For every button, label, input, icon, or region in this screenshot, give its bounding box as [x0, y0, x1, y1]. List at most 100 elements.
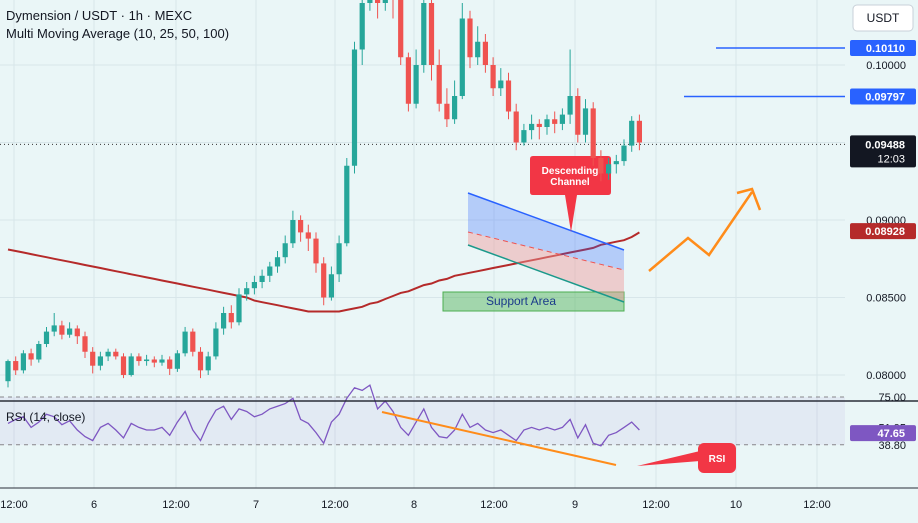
candle-body: [213, 328, 219, 357]
candle-body: [359, 3, 365, 50]
candle-body: [613, 161, 619, 165]
candle-body: [167, 359, 173, 369]
candle-body: [298, 220, 304, 233]
time-tick-label: 12:00: [162, 499, 190, 511]
candle-body: [505, 80, 512, 112]
rsi-current-tag: 47.65: [877, 428, 905, 440]
support-area-label: Support Area: [486, 294, 556, 308]
candle-body: [51, 325, 57, 332]
candle-body: [43, 331, 50, 344]
candle-body: [74, 328, 80, 337]
candle-body: [59, 325, 65, 335]
candle-body: [498, 80, 504, 89]
candle-body: [559, 114, 565, 124]
time-tick-label: 8: [411, 499, 417, 511]
candle-body: [490, 65, 496, 89]
candle-body: [182, 331, 188, 354]
time-tick-label: 9: [572, 499, 578, 511]
candle-body: [221, 313, 227, 329]
grid: [0, 0, 845, 488]
candle-body: [313, 238, 319, 264]
candle-body: [267, 266, 273, 276]
candle-body: [367, 0, 373, 3]
target-price-tag-bg: [850, 39, 916, 56]
time-tick-label: 12:00: [642, 499, 670, 511]
candle-body: [521, 130, 527, 143]
candle-body: [174, 353, 180, 369]
ma-line: [7, 231, 640, 313]
candle-body: [629, 120, 635, 146]
candle-body: [274, 257, 281, 267]
rsi-current-tag-bg: [850, 425, 916, 442]
candle-body: [228, 313, 234, 323]
rsi-layer: RSI: [0, 384, 845, 473]
candle-body: [159, 359, 165, 363]
candle-body: [321, 263, 327, 298]
candle-body: [190, 331, 196, 352]
time-tick-label: 12:00: [321, 499, 349, 511]
target-price-tag: 0.10110: [866, 43, 905, 55]
rsi-callout-label: RSI: [709, 454, 726, 465]
candle-body: [28, 353, 34, 360]
candle-body: [336, 243, 342, 275]
overlay: Dymension / USDT · 1h · MEXC Multi Movin…: [6, 4, 914, 424]
candle-body: [36, 344, 42, 360]
candle-body: [513, 111, 519, 143]
axes: 0.080000.085000.090000.095000.100000.105…: [0, 39, 918, 511]
candle-body: [90, 351, 96, 366]
candle-body: [436, 65, 442, 104]
candle-body: [251, 282, 257, 289]
candle-body: [467, 18, 473, 58]
time-tick-label: 7: [253, 499, 259, 511]
target-price-tag: 0.09797: [865, 91, 905, 103]
ma-price-tag-bg: [850, 223, 916, 240]
candle-body: [97, 356, 103, 366]
rsi-divergence-line: [381, 411, 617, 466]
candle-body: [536, 123, 542, 127]
candle-body: [282, 243, 288, 258]
candle-body: [475, 41, 481, 58]
descending-channel-callout: [530, 156, 611, 232]
candle-body: [151, 359, 157, 363]
candle-body: [452, 96, 458, 120]
rsi-callout: [698, 443, 736, 473]
candle-body: [13, 361, 19, 371]
candle-body: [544, 119, 550, 127]
indicator-title: Multi Moving Average (10, 25, 50, 100): [6, 26, 229, 41]
currency-button[interactable]: USDT: [852, 4, 914, 32]
symbol-title: Dymension / USDT · 1h · MEXC: [6, 8, 192, 23]
candle-body: [582, 108, 589, 135]
rsi-tick-label: 75.00: [878, 392, 906, 404]
candle-body: [529, 123, 535, 131]
descending-channel-label: Channel: [550, 177, 590, 188]
candle-body: [144, 359, 150, 362]
candle-body: [590, 108, 596, 158]
candle-body: [444, 103, 450, 120]
rsi-title: RSI (14, close): [6, 410, 85, 424]
candle-body: [398, 0, 404, 58]
candle-body: [120, 356, 127, 375]
candle-body: [259, 275, 265, 282]
candle-body: [567, 96, 573, 115]
rsi-callout-pointer: [637, 451, 700, 466]
candles: [5, 0, 642, 388]
candle-body: [621, 145, 627, 162]
candle-body: [236, 294, 242, 323]
time-tick-label: 10: [730, 499, 742, 511]
channel-upper-fill: [468, 193, 624, 270]
descending-channel-label: Descending: [542, 166, 599, 177]
moving-average-layer: [7, 231, 640, 313]
candle-body: [105, 351, 111, 357]
candle-body: [482, 41, 488, 65]
candle-body: [375, 0, 381, 3]
channel-top-line: [467, 192, 625, 251]
candle-body: [575, 96, 581, 135]
candle-body: [67, 328, 73, 335]
candle-body: [5, 361, 11, 382]
candle-body: [82, 336, 88, 352]
candle-body: [344, 165, 350, 244]
candle-body: [128, 356, 134, 375]
channel-bottom-line: [467, 244, 625, 303]
